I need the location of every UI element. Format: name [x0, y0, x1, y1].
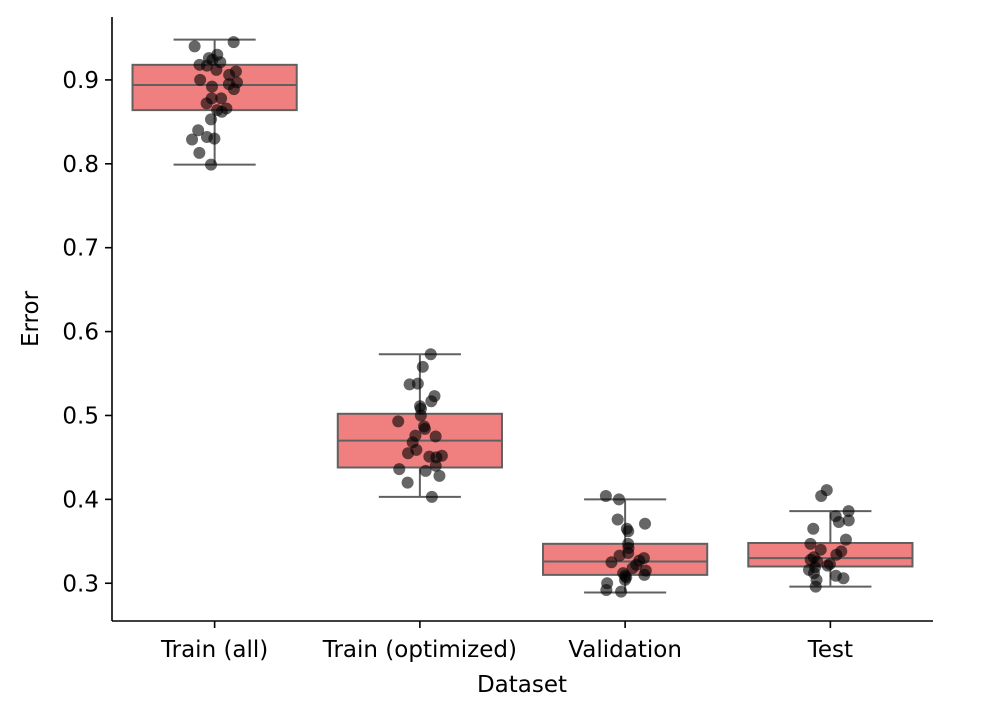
data-point: [418, 422, 431, 435]
data-point: [429, 430, 442, 443]
data-point: [605, 556, 618, 569]
x-tick-label: Validation: [568, 637, 682, 663]
data-point: [611, 513, 624, 526]
y-tick-label: 0.7: [62, 236, 99, 262]
data-point: [193, 146, 206, 159]
data-point: [821, 559, 834, 572]
data-point: [804, 537, 817, 550]
x-tick-label: Train (all): [160, 637, 268, 663]
data-point: [393, 463, 406, 476]
data-point: [599, 490, 612, 503]
data-point: [837, 572, 850, 585]
data-point: [210, 63, 223, 76]
points-layer: [186, 36, 855, 598]
data-point: [622, 525, 635, 538]
data-point: [809, 580, 822, 593]
data-point: [626, 562, 639, 575]
data-point: [414, 409, 427, 422]
y-tick-label: 0.5: [62, 403, 99, 429]
y-tick-label: 0.9: [62, 68, 99, 94]
data-point: [188, 40, 201, 53]
data-point: [192, 124, 205, 137]
data-point: [600, 583, 613, 596]
data-point: [215, 92, 228, 105]
data-point: [186, 133, 199, 146]
boxes-layer: [131, 38, 914, 594]
data-point: [205, 80, 218, 93]
data-point: [402, 447, 415, 460]
data-point: [401, 476, 414, 489]
y-tick-label: 0.4: [62, 487, 99, 513]
data-point: [433, 469, 446, 482]
x-ticks: Train (all) Train (optimized) Validation Te…: [160, 621, 853, 663]
data-point: [814, 543, 827, 556]
data-point: [200, 97, 213, 110]
x-tick-label: Train (optimized): [322, 637, 517, 663]
data-point: [419, 464, 432, 477]
data-point: [612, 493, 625, 506]
data-point: [194, 73, 207, 86]
data-point: [227, 83, 240, 96]
data-point: [223, 68, 236, 81]
data-point: [638, 568, 651, 581]
data-point: [208, 132, 221, 145]
data-point: [639, 517, 652, 530]
data-point: [815, 490, 828, 503]
y-ticks: 0.3 0.4 0.5 0.6 0.7 0.8 0.9: [62, 68, 112, 597]
data-point: [200, 59, 213, 72]
data-point: [842, 505, 855, 518]
data-point: [227, 36, 240, 49]
y-axis-label: Error: [18, 290, 44, 347]
data-point: [392, 415, 405, 428]
data-point: [839, 533, 852, 546]
y-tick-label: 0.3: [62, 571, 99, 597]
data-point: [830, 548, 843, 561]
y-tick-label: 0.8: [62, 152, 99, 178]
data-point: [425, 395, 438, 408]
x-axis-label: Dataset: [477, 672, 567, 698]
data-point: [424, 348, 437, 361]
data-point: [613, 549, 626, 562]
data-point: [205, 158, 218, 171]
data-point: [832, 516, 845, 529]
data-point: [204, 113, 217, 126]
data-point: [615, 585, 628, 598]
data-point: [403, 378, 416, 391]
data-point: [425, 490, 438, 503]
axes-layer: [111, 17, 933, 622]
data-point: [842, 514, 855, 527]
data-point: [416, 360, 429, 373]
y-tick-label: 0.6: [62, 320, 99, 346]
data-point: [807, 522, 820, 535]
data-point: [429, 459, 442, 472]
x-tick-label: Test: [807, 637, 853, 663]
data-point: [215, 105, 228, 118]
data-point: [619, 573, 632, 586]
